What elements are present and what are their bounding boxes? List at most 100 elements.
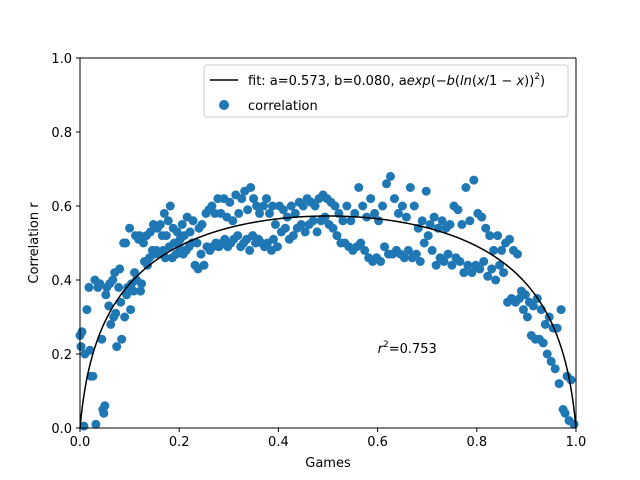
scatter-point — [192, 238, 202, 248]
scatter-point — [497, 245, 507, 255]
scatter-point — [159, 208, 169, 218]
annotation-superscript: 2 — [383, 340, 389, 350]
scatter-point — [354, 183, 364, 192]
r-squared-annotation: r2=0.753 — [378, 340, 437, 357]
scatter-point — [485, 231, 495, 241]
scatter-point — [423, 231, 433, 241]
scatter-point — [453, 205, 463, 215]
y-tick-label: 0.4 — [51, 274, 72, 289]
scatter-point — [393, 208, 403, 218]
scatter-point — [249, 194, 259, 204]
legend-fit-open2: ( — [455, 74, 460, 89]
scatter-point — [358, 201, 368, 211]
scatter-point — [298, 201, 308, 211]
scatter-point — [104, 301, 114, 311]
scatter-point — [76, 342, 86, 352]
scatter-point — [199, 260, 209, 270]
scatter-point — [330, 201, 340, 211]
legend-fit-open1: (− — [431, 74, 447, 89]
scatter-point — [237, 194, 247, 204]
legend-fit-slash: /1 − — [485, 74, 517, 89]
scatter-point — [463, 260, 473, 270]
scatter-point — [409, 201, 419, 211]
legend-fit-label: fit: a=0.573, b=0.080, aexp(−b(ln(x/1 − … — [248, 72, 545, 89]
y-tick-label: 1.0 — [51, 52, 72, 67]
scatter-point — [114, 282, 124, 292]
scatter-point — [101, 290, 111, 300]
scatter-point — [342, 201, 352, 211]
scatter-point — [136, 286, 146, 296]
fit-curve — [79, 215, 577, 429]
legend-fit-end: ) — [540, 74, 545, 89]
scatter-point — [487, 264, 497, 274]
scatter-point — [145, 227, 155, 237]
scatter-point — [278, 205, 288, 215]
y-tick-label: 0.6 — [51, 200, 72, 215]
scatter-point — [308, 216, 318, 226]
scatter-point — [477, 212, 487, 222]
scatter-point — [165, 201, 175, 211]
scatter-point — [155, 220, 165, 229]
scatter-point — [489, 245, 499, 255]
scatter-point — [115, 264, 125, 274]
scatter-point — [378, 201, 388, 211]
legend-frame — [203, 64, 569, 118]
scatter-point — [366, 194, 376, 204]
scatter-point — [479, 257, 489, 266]
scatter-point — [397, 201, 407, 211]
scatter-point — [138, 238, 148, 248]
scatter-point — [569, 419, 579, 429]
scatter-point — [459, 268, 469, 278]
x-tick-label: 0.0 — [70, 435, 91, 450]
scatter-point — [95, 279, 105, 289]
scatter-point — [197, 220, 207, 229]
scatter-point — [116, 297, 126, 307]
scatter-point — [225, 197, 235, 207]
x-tick-label: 0.2 — [169, 435, 190, 450]
scatter-point — [538, 338, 548, 348]
scatter-point — [300, 227, 310, 237]
scatter-point — [493, 231, 503, 241]
scatter-point — [246, 183, 256, 192]
scatter-point — [560, 408, 570, 418]
scatter-point — [288, 231, 298, 241]
scatter-point — [100, 401, 110, 411]
legend-fit-sup: 2 — [534, 72, 540, 82]
scatter-point — [163, 216, 173, 226]
scatter-point — [137, 279, 146, 289]
scatter-point — [546, 356, 556, 366]
scatter-point — [88, 371, 98, 381]
scatter-point — [540, 319, 550, 329]
scatter-point — [233, 231, 243, 241]
x-tick-label: 1.0 — [566, 435, 587, 450]
legend-fit-b: b — [447, 74, 455, 89]
x-tick-label: 0.8 — [466, 435, 487, 450]
scatter-point — [425, 220, 435, 229]
scatter-point — [403, 245, 413, 255]
axes-spines — [79, 57, 577, 429]
scatter-point — [528, 301, 538, 311]
scatter-point — [112, 342, 122, 352]
scatter-point — [85, 345, 95, 355]
y-axis-ticks: 0.0 0.2 0.4 0.6 0.8 1.0 — [51, 52, 80, 437]
scatter-series-correlation — [75, 171, 579, 431]
x-axis-ticks: 0.0 0.2 0.4 0.6 0.8 1.0 — [70, 428, 587, 450]
scatter-point — [99, 408, 109, 418]
scatter-point — [129, 286, 139, 296]
legend-correlation-label: correlation — [248, 99, 318, 114]
scatter-point — [554, 379, 564, 389]
plot-area — [80, 58, 576, 428]
scatter-point — [455, 257, 465, 266]
scatter-point — [382, 179, 392, 189]
scatter-point — [255, 208, 265, 218]
scatter-point — [512, 249, 522, 259]
legend-fit-open3: ( — [472, 74, 477, 89]
scatter-point — [469, 175, 479, 185]
scatter-point — [401, 212, 411, 222]
scatter-point — [267, 201, 277, 211]
scatter-point — [262, 194, 271, 204]
scatter-point — [290, 208, 300, 218]
scatter-point — [135, 231, 145, 241]
scatter-point — [399, 253, 409, 263]
